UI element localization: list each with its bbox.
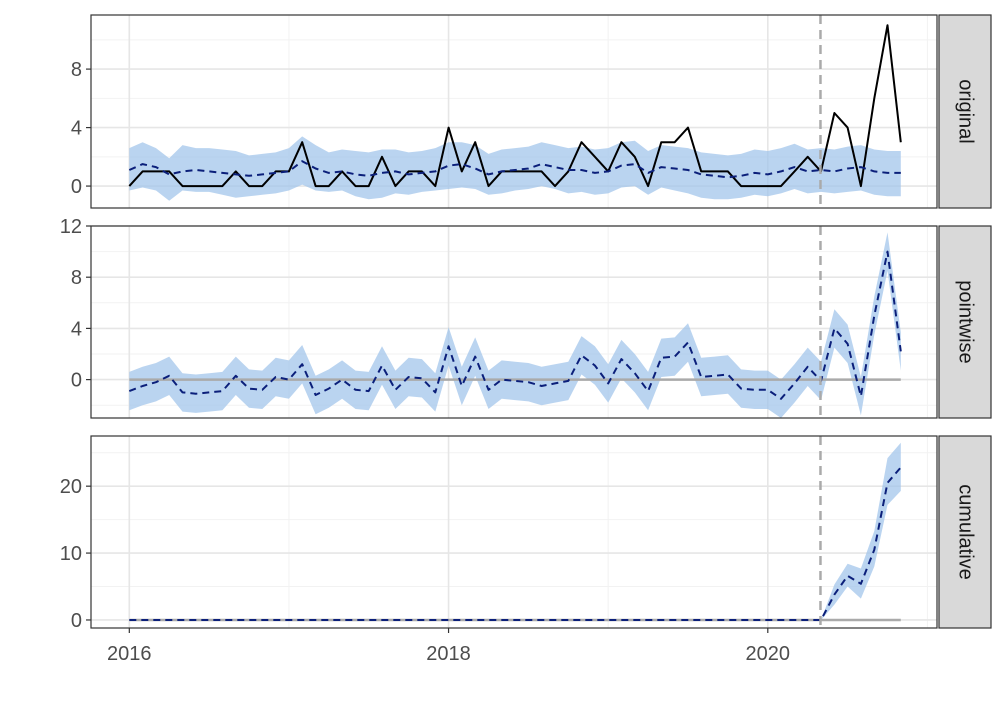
- y-tick-label: 4: [71, 118, 82, 140]
- actual-line: [128, 24, 902, 188]
- panel-data: [128, 226, 902, 418]
- panel-original: 0 4 8 original: [71, 14, 992, 209]
- panel-data: [129, 436, 902, 628]
- x-tick-label: 2016: [107, 643, 152, 665]
- panel-border: [90, 14, 938, 209]
- predicted-line: [128, 160, 901, 179]
- y-tick-label: 0: [71, 610, 82, 632]
- facet-strip-label: cumulative: [955, 484, 977, 580]
- y-tick-label: 20: [60, 476, 82, 498]
- y-tick-label: 0: [71, 176, 82, 198]
- facet-strip-label: pointwise: [955, 280, 977, 363]
- y-tick-label: 0: [71, 370, 82, 392]
- facet-strip: [938, 225, 992, 419]
- facet-strip: [938, 14, 992, 209]
- y-tick-label: 8: [71, 267, 82, 289]
- y-tick-label: 8: [71, 59, 82, 81]
- y-tick-label: 12: [60, 216, 82, 238]
- y-tick-label: 10: [60, 543, 82, 565]
- facet-strip: [938, 435, 992, 629]
- facet-strip-label: original: [955, 79, 977, 143]
- panel-border: [90, 435, 938, 629]
- predicted-line: [128, 250, 902, 400]
- x-tick-label: 2020: [746, 643, 791, 665]
- panel-pointwise: 0 4 8 12 pointwise: [60, 216, 992, 419]
- panel-border: [90, 225, 938, 419]
- panel-cumulative: 0 10 20 cumulative: [60, 435, 992, 632]
- x-tick-label: 2018: [426, 643, 471, 665]
- panel-data: [128, 15, 902, 208]
- y-tick-label: 4: [71, 318, 82, 340]
- predicted-line: [129, 466, 902, 621]
- confidence-band: [129, 232, 901, 418]
- confidence-band: [129, 136, 901, 201]
- panel-background: [91, 436, 937, 628]
